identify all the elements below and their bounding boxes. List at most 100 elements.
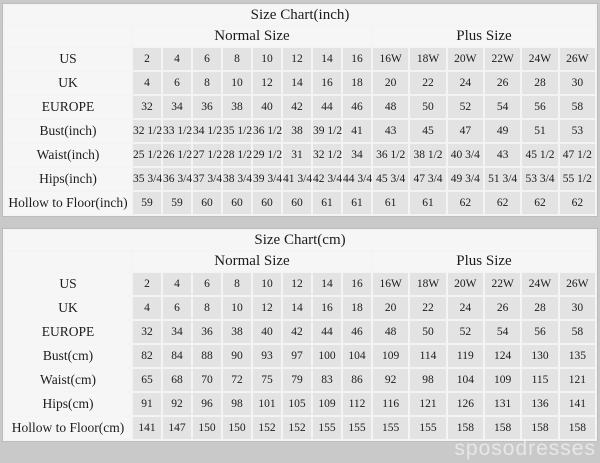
size-value-cell: 147 xyxy=(163,417,191,439)
size-value-cell: 109 xyxy=(484,369,521,391)
table-row: Waist(inch) 25 1/2 26 1/2 27 1/2 28 1/2 29 1/… xyxy=(5,144,595,166)
size-value-cell: 58 xyxy=(559,96,595,118)
size-value-cell: 115 xyxy=(522,369,558,391)
size-value-cell: 41 xyxy=(343,120,371,142)
size-value-cell: 47 1/2 xyxy=(559,144,595,166)
size-value-cell: 20W xyxy=(447,48,483,70)
size-value-cell: 6 xyxy=(193,273,221,295)
size-value-cell: 109 xyxy=(313,393,341,415)
row-label: EUROPE xyxy=(5,96,131,118)
size-value-cell: 83 xyxy=(313,369,341,391)
size-value-cell: 49 3/4 xyxy=(447,168,483,190)
size-value-cell: 62 xyxy=(522,192,558,214)
size-value-cell: 10 xyxy=(223,72,251,94)
size-value-cell: 141 xyxy=(133,417,161,439)
size-value-cell: 112 xyxy=(343,393,371,415)
size-value-cell: 155 xyxy=(343,417,371,439)
size-value-cell: 36 1/2 xyxy=(373,144,409,166)
size-value-cell: 68 xyxy=(163,369,191,391)
size-value-cell: 24W xyxy=(522,48,558,70)
size-value-cell: 10 xyxy=(253,48,281,70)
size-value-cell: 101 xyxy=(253,393,281,415)
size-value-cell: 8 xyxy=(193,72,221,94)
size-value-cell: 91 xyxy=(133,393,161,415)
size-value-cell: 52 xyxy=(447,96,483,118)
size-value-cell: 92 xyxy=(163,393,191,415)
row-label: Waist(inch) xyxy=(5,144,131,166)
size-value-cell: 35 1/2 xyxy=(223,120,252,142)
size-value-cell: 18 xyxy=(343,297,371,319)
size-value-cell: 30 xyxy=(559,72,595,94)
size-value-cell: 2 xyxy=(133,273,161,295)
size-value-cell: 61 xyxy=(373,192,409,214)
group-header: Plus Size xyxy=(373,27,595,46)
row-label: UK xyxy=(5,72,131,94)
row-label: Hollow to Floor(inch) xyxy=(5,192,131,214)
size-value-cell: 6 xyxy=(163,297,191,319)
size-value-cell: 16 xyxy=(343,273,371,295)
size-value-cell: 42 3/4 xyxy=(313,168,342,190)
table-row: US 2 4 6 8 10 12 14 16 16W 18W 20W 22W 24W 26W xyxy=(5,273,595,295)
table-row: EUROPE 32 34 36 38 40 42 44 46 48 50 52 54 56 58 xyxy=(5,321,595,343)
size-value-cell: 20W xyxy=(447,273,483,295)
size-value-cell: 8 xyxy=(223,48,251,70)
size-value-cell: 45 3/4 xyxy=(373,168,409,190)
size-value-cell: 8 xyxy=(223,273,251,295)
size-value-cell: 84 xyxy=(163,345,191,367)
size-value-cell: 62 xyxy=(447,192,483,214)
row-label: Waist(cm) xyxy=(5,369,131,391)
size-value-cell: 18W xyxy=(410,48,446,70)
row-label: US xyxy=(5,48,131,70)
size-value-cell: 126 xyxy=(447,393,483,415)
size-value-cell: 56 xyxy=(522,321,558,343)
size-value-cell: 18W xyxy=(410,273,446,295)
size-value-cell: 4 xyxy=(163,273,191,295)
size-value-cell: 60 xyxy=(253,192,281,214)
corner-cell xyxy=(5,27,131,46)
size-value-cell: 36 1/2 xyxy=(253,120,282,142)
size-value-cell: 24 xyxy=(447,297,483,319)
size-value-cell: 135 xyxy=(559,345,595,367)
size-value-cell: 43 xyxy=(373,120,409,142)
size-value-cell: 36 xyxy=(193,321,221,343)
size-value-cell: 44 xyxy=(313,321,341,343)
size-value-cell: 16 xyxy=(343,48,371,70)
size-value-cell: 100 xyxy=(313,345,341,367)
size-value-cell: 152 xyxy=(283,417,311,439)
size-value-cell: 98 xyxy=(223,393,251,415)
size-value-cell: 59 xyxy=(163,192,191,214)
table-row: EUROPE 32 34 36 38 40 42 44 46 48 50 52 54 56 58 xyxy=(5,96,595,118)
size-value-cell: 28 xyxy=(522,297,558,319)
size-value-cell: 25 1/2 xyxy=(133,144,162,166)
size-value-cell: 65 xyxy=(133,369,161,391)
size-value-cell: 150 xyxy=(223,417,251,439)
size-value-cell: 61 xyxy=(410,192,446,214)
table-row: Bust(inch) 32 1/2 33 1/2 34 1/2 35 1/2 36 1/2… xyxy=(5,120,595,142)
size-value-cell: 42 xyxy=(283,96,311,118)
size-value-cell: 12 xyxy=(283,48,311,70)
size-value-cell: 8 xyxy=(193,297,221,319)
table-row: UK 4 6 8 10 12 14 16 18 20 22 24 26 28 30 xyxy=(5,297,595,319)
size-value-cell: 51 xyxy=(522,120,558,142)
row-label: US xyxy=(5,273,131,295)
size-value-cell: 60 xyxy=(223,192,251,214)
size-value-cell: 14 xyxy=(283,297,311,319)
size-value-cell: 60 xyxy=(283,192,311,214)
size-value-cell: 58 xyxy=(559,321,595,343)
size-value-cell: 50 xyxy=(410,321,446,343)
size-value-cell: 26W xyxy=(559,48,595,70)
size-value-cell: 75 xyxy=(253,369,281,391)
row-label: Bust(inch) xyxy=(5,120,131,142)
size-value-cell: 32 xyxy=(133,321,161,343)
size-value-cell: 130 xyxy=(522,345,558,367)
group-header-row: Normal Size Plus Size xyxy=(5,252,595,271)
size-value-cell: 51 3/4 xyxy=(484,168,521,190)
group-header: Normal Size xyxy=(133,252,371,271)
size-value-cell: 14 xyxy=(313,273,341,295)
size-value-cell: 22 xyxy=(410,72,446,94)
size-value-cell: 72 xyxy=(223,369,251,391)
size-value-cell: 96 xyxy=(193,393,221,415)
size-value-cell: 16W xyxy=(373,273,409,295)
size-value-cell: 46 xyxy=(343,96,371,118)
